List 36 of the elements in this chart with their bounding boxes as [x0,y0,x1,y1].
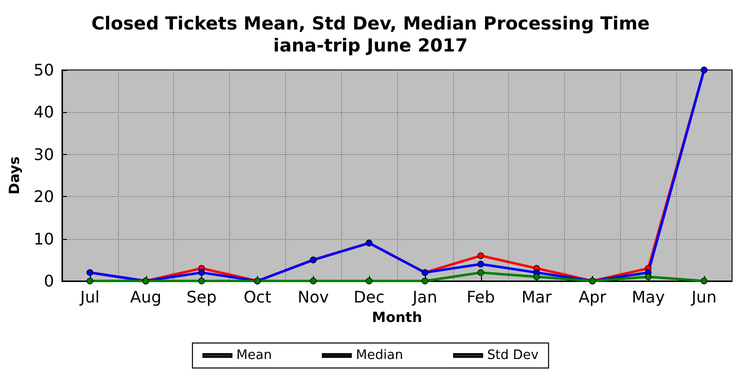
point [86,278,94,284]
point [422,278,428,284]
chart-title: Closed Tickets Mean, Std Dev, Median Processing Time iana-trip June 2017 [91,14,650,56]
y-tick-label: 40 [34,102,54,122]
x-tick-label: May [632,288,665,306]
y-tick-label: 0 [44,272,54,290]
point [198,269,205,276]
x-tick-label: Jan [412,288,438,306]
legend-label: Std Dev [487,348,539,363]
point [533,273,540,280]
point [310,278,317,284]
x-tick-label: Apr [578,288,607,306]
y-tick-label: 30 [34,144,54,164]
legend-label: Mean [236,348,272,363]
point [477,269,484,276]
x-tick-label: Mar [521,288,552,306]
y-tick-label: 20 [34,187,54,206]
x-tick-label: Feb [466,288,495,306]
point [366,278,372,284]
point [477,260,484,268]
point [644,273,652,280]
x-tick-label: Sep [186,288,217,306]
y-tick-label: 10 [34,229,54,248]
point [700,278,708,284]
x-tick-label: Oct [244,288,272,306]
x-tick-label: Jul [79,288,100,306]
legend-label: Median [356,348,404,363]
point [477,252,484,259]
y-axis-title: Days [7,156,23,195]
x-tick-label: Aug [130,288,162,306]
x-tick-label: Jun [690,288,717,306]
x-tick-label: Dec [354,288,385,306]
point [198,278,205,284]
x-axis-title: Month [372,310,422,326]
x-tick-label: Nov [298,288,329,306]
y-tick-label: 50 [34,60,54,80]
